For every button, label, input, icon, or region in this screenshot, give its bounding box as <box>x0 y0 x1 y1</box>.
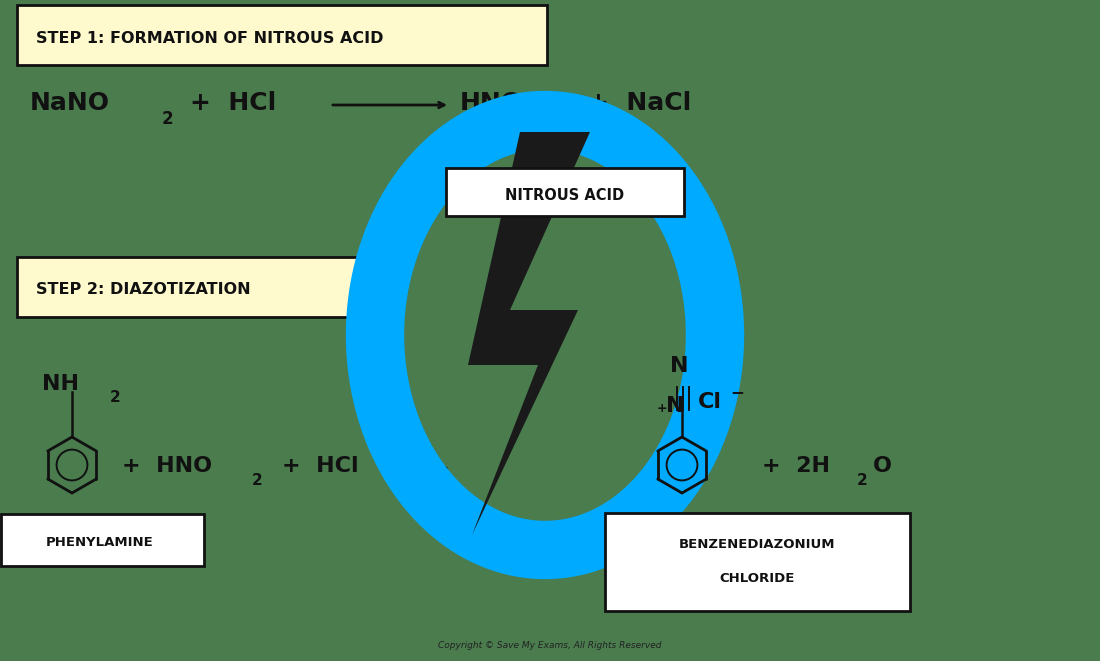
Text: STEP 2: DIAZOTIZATION: STEP 2: DIAZOTIZATION <box>36 282 251 297</box>
Text: NH: NH <box>42 374 79 394</box>
Text: +  2H: + 2H <box>762 456 830 476</box>
FancyBboxPatch shape <box>1 514 204 566</box>
FancyBboxPatch shape <box>16 5 547 65</box>
Text: PHENYLAMINE: PHENYLAMINE <box>46 535 154 549</box>
Text: STEP 1: FORMATION OF NITROUS ACID: STEP 1: FORMATION OF NITROUS ACID <box>36 31 384 46</box>
FancyBboxPatch shape <box>446 168 684 216</box>
Text: 2: 2 <box>563 110 574 128</box>
Text: 2: 2 <box>110 390 121 405</box>
Text: +  HCl: + HCl <box>190 91 276 115</box>
Text: 2: 2 <box>162 110 174 128</box>
Text: CHLORIDE: CHLORIDE <box>719 572 795 584</box>
Text: 2: 2 <box>857 473 868 488</box>
Text: O: O <box>873 456 892 476</box>
Text: +  HCl: + HCl <box>282 456 359 476</box>
Text: +  NaCl: + NaCl <box>588 91 691 115</box>
Text: Cl: Cl <box>698 392 722 412</box>
Text: HNO: HNO <box>460 91 522 115</box>
Text: N: N <box>666 396 684 416</box>
Text: NITROUS ACID: NITROUS ACID <box>505 188 625 202</box>
Text: NaNO: NaNO <box>30 91 110 115</box>
Text: BENZENEDIAZONIUM: BENZENEDIAZONIUM <box>680 539 836 551</box>
Text: N: N <box>670 356 689 376</box>
Text: Copyright © Save My Exams, All Rights Reserved: Copyright © Save My Exams, All Rights Re… <box>438 641 662 650</box>
Text: −: − <box>730 383 744 401</box>
Ellipse shape <box>405 150 685 520</box>
Text: +: + <box>657 402 668 415</box>
Text: 2: 2 <box>252 473 263 488</box>
Text: +  HNO: + HNO <box>122 456 212 476</box>
FancyBboxPatch shape <box>16 257 382 317</box>
Polygon shape <box>468 132 590 535</box>
FancyBboxPatch shape <box>605 513 910 611</box>
